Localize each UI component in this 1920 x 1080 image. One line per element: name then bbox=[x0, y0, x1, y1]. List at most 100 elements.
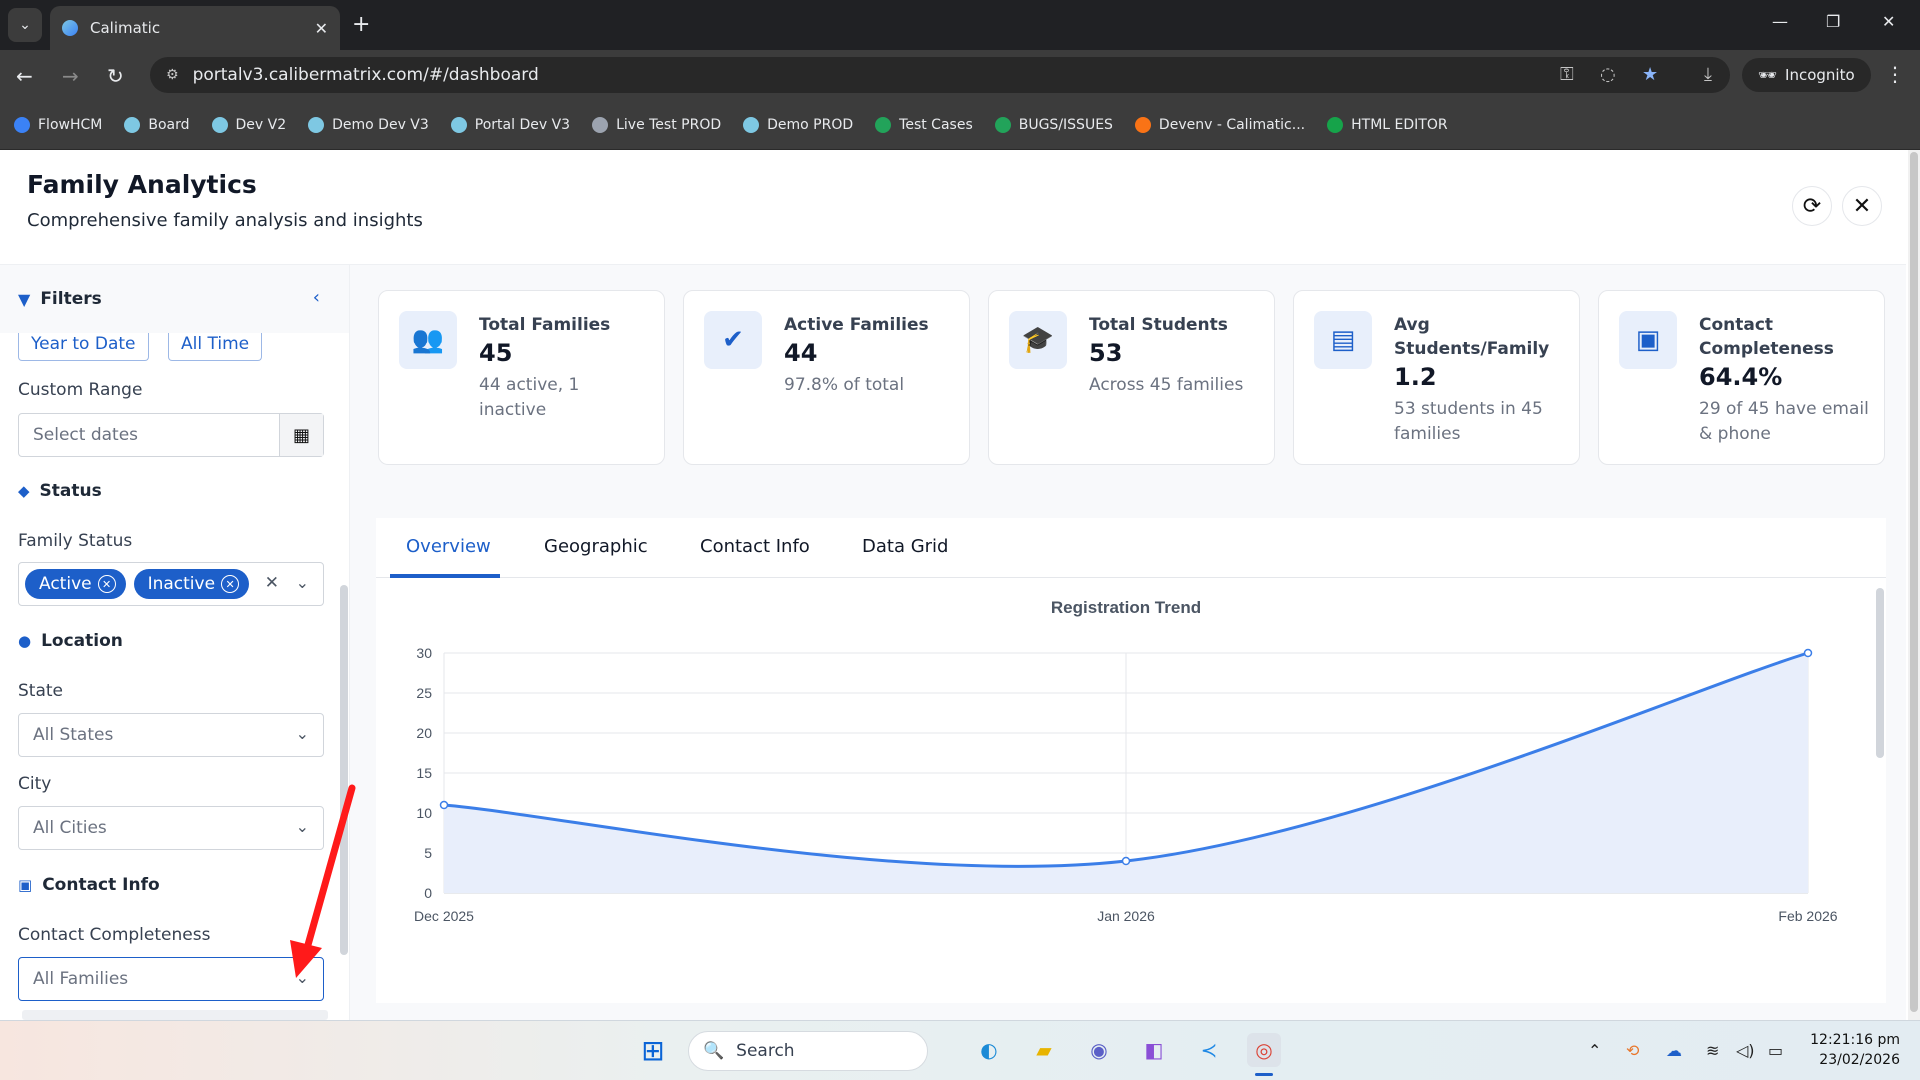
stat-card: ▣ Contact Completeness 64.4% 29 of 45 have … bbox=[1598, 290, 1885, 465]
bookmark-icon bbox=[994, 116, 1011, 133]
bookmark-item[interactable]: Live Test PROD bbox=[592, 116, 721, 133]
page-scrollbar[interactable] bbox=[1908, 150, 1920, 1020]
y-tick-label: 15 bbox=[416, 765, 432, 781]
city-select[interactable]: All Cities ⌄ bbox=[18, 806, 324, 850]
tags-icon: ◆ bbox=[18, 482, 30, 500]
page-scrollbar-thumb[interactable] bbox=[1910, 152, 1918, 1012]
date-range-input[interactable]: Select dates ▦ bbox=[18, 413, 324, 457]
bookmark-icon bbox=[211, 116, 228, 133]
bookmark-icon bbox=[592, 116, 609, 133]
visual-studio-icon[interactable]: ◧ bbox=[1144, 1038, 1164, 1062]
download-icon[interactable]: ⤓ bbox=[1704, 64, 1712, 85]
x-tick-label: Jan 2026 bbox=[1097, 908, 1155, 924]
sync-icon[interactable]: ⟲ bbox=[1626, 1041, 1640, 1060]
taskbar-search[interactable]: 🔍 Search bbox=[688, 1031, 928, 1071]
sidebar-scrollbar[interactable] bbox=[340, 585, 348, 955]
bookmark-item[interactable]: Portal Dev V3 bbox=[450, 116, 571, 133]
collapse-sidebar-icon[interactable]: ‹ bbox=[312, 287, 320, 308]
browser-menu-icon[interactable]: ⋮ bbox=[1885, 62, 1905, 86]
bookmark-item[interactable]: Devenv - Calimatic... bbox=[1134, 116, 1305, 133]
system-clock[interactable]: 12:21:16 pm 23/02/2026 bbox=[1800, 1030, 1900, 1070]
bookmark-item[interactable]: Test Cases bbox=[875, 116, 973, 133]
remove-inactive-icon[interactable]: ✕ bbox=[221, 575, 240, 593]
browser-toolbar: ← → ↻ ⚙ portalv3.calibermatrix.com/#/das… bbox=[0, 50, 1920, 100]
forward-button[interactable]: → bbox=[62, 64, 79, 88]
address-bar[interactable]: ⚙ portalv3.calibermatrix.com/#/dashboard bbox=[150, 57, 1730, 93]
contact-section-header: ▣ Contact Info bbox=[18, 875, 160, 895]
stat-card-subtitle: 29 of 45 have email & phone bbox=[1699, 399, 1869, 444]
edge-icon[interactable]: ◐ bbox=[980, 1038, 998, 1062]
teams-icon[interactable]: ◉ bbox=[1090, 1038, 1108, 1062]
family-status-multiselect[interactable]: Active ✕ Inactive ✕ ✕ ⌄ bbox=[18, 562, 324, 606]
tab-overview[interactable]: Overview bbox=[406, 536, 491, 557]
volume-icon[interactable]: ◁) bbox=[1736, 1041, 1755, 1060]
bookmark-item[interactable]: Demo PROD bbox=[743, 116, 853, 133]
bookmark-item[interactable]: Dev V2 bbox=[211, 116, 286, 133]
bookmark-item[interactable]: Demo Dev V3 bbox=[308, 116, 429, 133]
tab-data-grid[interactable]: Data Grid bbox=[862, 536, 949, 557]
minimize-button[interactable]: — bbox=[1772, 12, 1788, 31]
battery-icon[interactable]: ▭ bbox=[1768, 1041, 1784, 1060]
city-label: City bbox=[18, 774, 52, 794]
eye-off-icon[interactable]: ◌ bbox=[1600, 64, 1616, 85]
bookmark-label: Board bbox=[148, 116, 190, 133]
incognito-indicator[interactable]: 🕶 Incognito bbox=[1742, 58, 1871, 92]
bookmark-item[interactable]: HTML EDITOR bbox=[1327, 116, 1448, 133]
city-select-value: All Cities bbox=[33, 818, 107, 838]
window-close-button[interactable]: ✕ bbox=[1882, 12, 1896, 31]
vscode-icon[interactable]: ≺ bbox=[1200, 1038, 1218, 1062]
password-key-icon[interactable]: ⚿ bbox=[1560, 64, 1574, 85]
state-select[interactable]: All States ⌄ bbox=[18, 713, 324, 757]
file-explorer-icon[interactable]: ▰ bbox=[1036, 1038, 1052, 1062]
back-button[interactable]: ← bbox=[16, 64, 33, 88]
reload-button[interactable]: ↻ bbox=[107, 64, 124, 88]
chip-active: Active ✕ bbox=[25, 569, 126, 599]
tab-contact-info[interactable]: Contact Info bbox=[700, 536, 810, 557]
map-pin-icon: ● bbox=[18, 632, 32, 650]
y-tick-label: 0 bbox=[424, 885, 432, 901]
bookmark-label: Test Cases bbox=[899, 116, 973, 133]
clock-time: 12:21:16 pm bbox=[1810, 1032, 1900, 1048]
incognito-icon: 🕶 bbox=[1758, 66, 1778, 84]
filters-title: Filters bbox=[40, 289, 102, 309]
tab-geographic[interactable]: Geographic bbox=[544, 536, 648, 557]
contact-section-label: Contact Info bbox=[42, 875, 160, 895]
site-info-icon[interactable]: ⚙ bbox=[166, 67, 179, 83]
bookmark-item[interactable]: Board bbox=[124, 116, 190, 133]
remove-active-icon[interactable]: ✕ bbox=[97, 575, 116, 593]
windows-start-icon[interactable]: ⊞ bbox=[641, 1033, 665, 1067]
bookmark-item[interactable]: FlowHCM bbox=[14, 116, 102, 133]
stat-card-title: Contact Completeness bbox=[1699, 315, 1834, 359]
data-point bbox=[1121, 856, 1131, 866]
close-button[interactable]: ✕ bbox=[1842, 186, 1882, 226]
stat-card-value: 64.4% bbox=[1699, 363, 1783, 391]
data-point bbox=[439, 800, 449, 810]
panel-scrollbar[interactable] bbox=[1876, 588, 1884, 758]
browser-tab[interactable]: Calimatic ✕ bbox=[50, 6, 340, 50]
tray-chevron-up-icon[interactable]: ⌃ bbox=[1588, 1041, 1602, 1060]
onedrive-icon[interactable]: ☁ bbox=[1666, 1041, 1682, 1060]
tab-search-button[interactable]: ⌄ bbox=[8, 8, 42, 42]
refresh-button[interactable]: ⟳ bbox=[1792, 186, 1832, 226]
x-tick-label: Dec 2025 bbox=[414, 908, 474, 924]
bookmark-star-icon[interactable]: ★ bbox=[1642, 64, 1659, 85]
chrome-icon[interactable]: ◎ bbox=[1247, 1033, 1281, 1067]
page-title: Family Analytics bbox=[27, 170, 257, 199]
stat-card: ▤ Avg Students/Family 1.2 53 students in 45… bbox=[1293, 290, 1580, 465]
tab-close-icon[interactable]: ✕ bbox=[314, 18, 328, 38]
new-tab-button[interactable]: + bbox=[352, 12, 371, 37]
clear-selection-icon[interactable]: ✕ bbox=[264, 573, 279, 593]
bookmark-item[interactable]: BUGS/ISSUES bbox=[994, 116, 1113, 133]
filters-sidebar: Year to Date All Time ▼ Filters ‹ Custom… bbox=[0, 265, 350, 1020]
bookmark-icon bbox=[450, 116, 467, 133]
tabs-panel: Overview Geographic Contact Info Data Gr… bbox=[376, 518, 1886, 1003]
bookmark-label: Portal Dev V3 bbox=[474, 116, 571, 133]
chevron-down-icon: ⌄ bbox=[295, 968, 309, 987]
x-tick-label: Feb 2026 bbox=[1778, 908, 1837, 924]
contact-completeness-select[interactable]: All Families ⌄ bbox=[18, 957, 324, 1001]
page-subtitle: Comprehensive family analysis and insigh… bbox=[27, 210, 423, 231]
calendar-icon[interactable]: ▦ bbox=[279, 414, 323, 456]
chevron-down-icon[interactable]: ⌄ bbox=[295, 573, 309, 592]
restore-button[interactable]: ❐ bbox=[1826, 12, 1841, 31]
wifi-icon[interactable]: ≋ bbox=[1706, 1041, 1720, 1060]
